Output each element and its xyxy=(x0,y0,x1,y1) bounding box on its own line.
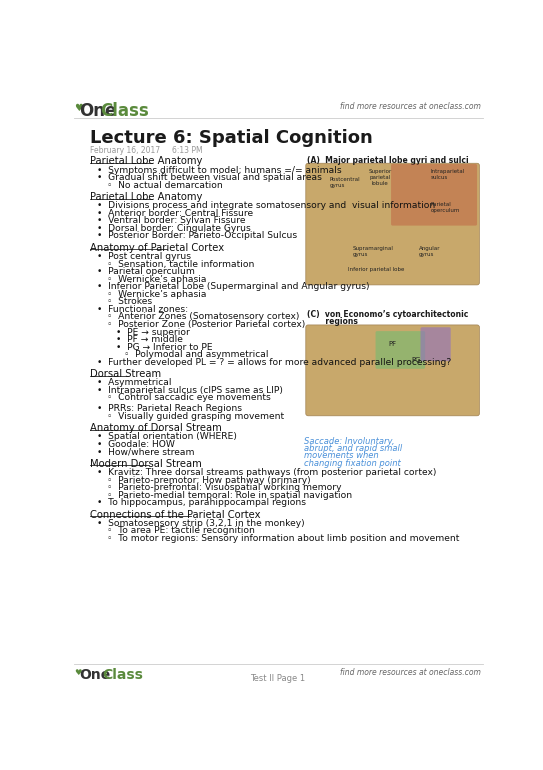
Text: Supramarginal
gyrus: Supramarginal gyrus xyxy=(353,246,394,257)
Text: (C)  von Economo’s cytoarchitectonic: (C) von Economo’s cytoarchitectonic xyxy=(307,310,468,319)
Text: •  Intraparietal sulcus (cIPS same as LIP): • Intraparietal sulcus (cIPS same as LIP… xyxy=(97,386,283,395)
Text: ◦  Visually guided grasping movement: ◦ Visually guided grasping movement xyxy=(106,412,284,420)
Text: •  PE → superior: • PE → superior xyxy=(116,327,190,336)
Text: ◦  Parieto-premotor: How pathway (primary): ◦ Parieto-premotor: How pathway (primary… xyxy=(106,476,310,484)
Text: •  Dorsal border: Cingulate Gyrus: • Dorsal border: Cingulate Gyrus xyxy=(97,224,251,233)
Text: ◦  Strokes: ◦ Strokes xyxy=(106,297,151,306)
Text: Parietal Lobe Anatomy: Parietal Lobe Anatomy xyxy=(90,192,202,202)
Text: ◦  Posterior Zone (Posterior Parietal cortex): ◦ Posterior Zone (Posterior Parietal cor… xyxy=(106,320,305,329)
Text: ◦  Parieto-prefrontal: Visuospatial working memory: ◦ Parieto-prefrontal: Visuospatial worki… xyxy=(106,483,341,492)
Text: Class: Class xyxy=(100,102,149,120)
Text: Postcentral
gyrus: Postcentral gyrus xyxy=(330,177,361,188)
Text: •  PG → Inferior to PE: • PG → Inferior to PE xyxy=(116,343,212,352)
Text: ◦  Sensation, tactile information: ◦ Sensation, tactile information xyxy=(106,259,254,269)
Text: One: One xyxy=(79,668,111,681)
Text: •  Ventral border: Sylvan Fissure: • Ventral border: Sylvan Fissure xyxy=(97,216,246,226)
FancyBboxPatch shape xyxy=(306,325,479,416)
Text: Connections of the Parietal Cortex: Connections of the Parietal Cortex xyxy=(90,510,260,520)
Text: ◦  Polymodal and asymmetrical: ◦ Polymodal and asymmetrical xyxy=(124,350,268,359)
Text: ♥: ♥ xyxy=(74,103,83,113)
Text: •  Symptoms difficult to model; humans =/= animals: • Symptoms difficult to model; humans =/… xyxy=(97,166,342,175)
Text: Test II Page 1: Test II Page 1 xyxy=(250,674,306,683)
Text: February 16, 2017     6:13 PM: February 16, 2017 6:13 PM xyxy=(90,146,202,156)
Text: changing fixation point: changing fixation point xyxy=(304,458,401,467)
Text: •  To hippocampus, parahippocampal regions: • To hippocampus, parahippocampal region… xyxy=(97,498,306,507)
Text: •  PF → middle: • PF → middle xyxy=(116,335,183,344)
Text: PG: PG xyxy=(411,357,421,363)
Text: movements when: movements when xyxy=(304,451,379,460)
Text: •  Goodale: HOW: • Goodale: HOW xyxy=(97,440,175,449)
Text: ♥: ♥ xyxy=(74,668,81,678)
Text: •  Further developed PL = ? = allows for more advanced parallel processing?: • Further developed PL = ? = allows for … xyxy=(97,358,452,367)
Text: Intraparietal
sulcus: Intraparietal sulcus xyxy=(431,169,465,180)
Text: •  Somatosensory strip (3,2,1 in the monkey): • Somatosensory strip (3,2,1 in the monk… xyxy=(97,519,305,527)
Text: regions: regions xyxy=(307,317,357,326)
Text: ◦  Control saccadic eye movements: ◦ Control saccadic eye movements xyxy=(106,393,270,403)
Text: •  Spatial orientation (WHERE): • Spatial orientation (WHERE) xyxy=(97,432,237,441)
Text: •  Gradual shift between visual and spatial areas: • Gradual shift between visual and spati… xyxy=(97,173,322,182)
Text: •  Posterior Border: Parieto-Occipital Sulcus: • Posterior Border: Parieto-Occipital Su… xyxy=(97,232,298,240)
Text: Inferior parietal lobe: Inferior parietal lobe xyxy=(348,267,405,272)
FancyBboxPatch shape xyxy=(376,331,425,369)
Text: •  Functional zones:: • Functional zones: xyxy=(97,305,188,314)
Text: find more resources at oneclass.com: find more resources at oneclass.com xyxy=(340,668,481,677)
Text: ◦  To area PE: tactile recognition: ◦ To area PE: tactile recognition xyxy=(106,527,255,535)
Text: ◦  Anterior Zones (Somatosensory cortex): ◦ Anterior Zones (Somatosensory cortex) xyxy=(106,313,299,321)
Text: find more resources at oneclass.com: find more resources at oneclass.com xyxy=(340,102,481,112)
Text: •  Divisions process and integrate somatosensory and  visual information: • Divisions process and integrate somato… xyxy=(97,201,435,210)
Text: •  Anterior border: Central Fissure: • Anterior border: Central Fissure xyxy=(97,209,254,218)
Text: Modern Dorsal Stream: Modern Dorsal Stream xyxy=(90,459,201,469)
Text: •  Kravitz: Three dorsal streams pathways (from posterior parietal cortex): • Kravitz: Three dorsal streams pathways… xyxy=(97,468,437,477)
FancyBboxPatch shape xyxy=(420,327,451,361)
Text: Angular
gyrus: Angular gyrus xyxy=(419,246,440,257)
Text: ◦  Wernicke’s aphasia: ◦ Wernicke’s aphasia xyxy=(106,275,206,283)
Text: •  Asymmetrical: • Asymmetrical xyxy=(97,378,172,387)
Text: Anatomy of Dorsal Stream: Anatomy of Dorsal Stream xyxy=(90,423,222,433)
Text: Parietal
operculum: Parietal operculum xyxy=(431,202,460,213)
FancyBboxPatch shape xyxy=(391,164,477,226)
Text: ◦  No actual demarcation: ◦ No actual demarcation xyxy=(106,181,223,189)
Text: abrupt, and rapid small: abrupt, and rapid small xyxy=(304,444,402,453)
Text: •  Parietal operculum: • Parietal operculum xyxy=(97,267,195,276)
Text: ◦  Wernicke’s aphasia: ◦ Wernicke’s aphasia xyxy=(106,290,206,299)
Text: •  PRRs: Parietal Reach Regions: • PRRs: Parietal Reach Regions xyxy=(97,404,242,413)
Text: Class: Class xyxy=(102,668,143,681)
Text: Anatomy of Parietal Cortex: Anatomy of Parietal Cortex xyxy=(90,243,224,253)
Text: PF: PF xyxy=(389,341,397,347)
Text: Saccade: Involuntary,: Saccade: Involuntary, xyxy=(304,437,395,446)
Text: (A)  Major parietal lobe gyri and sulci: (A) Major parietal lobe gyri and sulci xyxy=(307,156,468,165)
Text: •  Inferior Parietal Lobe (Supermarginal and Angular gyrus): • Inferior Parietal Lobe (Supermarginal … xyxy=(97,283,370,291)
Text: One: One xyxy=(79,102,117,120)
Text: ◦  Parieto-medial temporal: Role in spatial navigation: ◦ Parieto-medial temporal: Role in spati… xyxy=(106,490,352,500)
Text: ◦  To motor regions: Sensory information about limb position and movement: ◦ To motor regions: Sensory information … xyxy=(106,534,459,543)
Text: •  Post central gyrus: • Post central gyrus xyxy=(97,252,191,261)
Text: Dorsal Stream: Dorsal Stream xyxy=(90,369,161,379)
Text: Lecture 6: Spatial Cognition: Lecture 6: Spatial Cognition xyxy=(90,129,372,147)
Text: •  How/where stream: • How/where stream xyxy=(97,447,195,457)
FancyBboxPatch shape xyxy=(306,163,479,285)
Text: Superior
parietal
lobule: Superior parietal lobule xyxy=(369,169,392,186)
Text: Parietal Lobe Anatomy: Parietal Lobe Anatomy xyxy=(90,156,202,166)
